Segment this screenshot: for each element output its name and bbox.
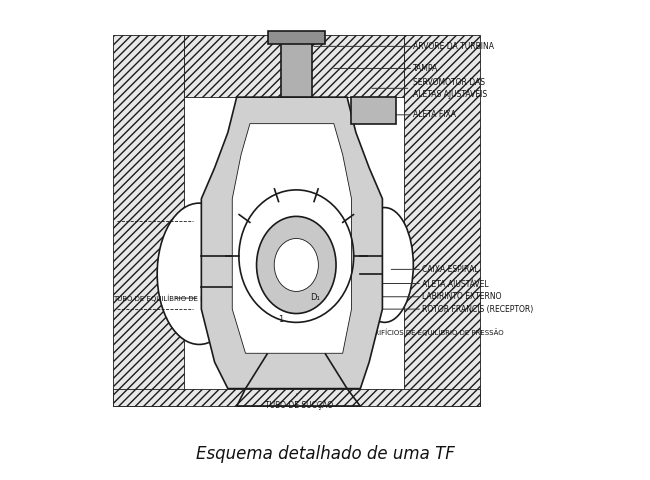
Text: 1: 1	[278, 315, 283, 324]
Text: LABIRINTO INTERNO: LABIRINTO INTERNO	[224, 294, 301, 347]
Polygon shape	[113, 36, 184, 406]
Ellipse shape	[257, 216, 336, 313]
Polygon shape	[202, 97, 382, 389]
Text: TUBO DE SUCÇÃO: TUBO DE SUCÇÃO	[265, 394, 333, 410]
Bar	[268, 31, 325, 44]
Polygon shape	[404, 36, 480, 406]
Ellipse shape	[274, 239, 318, 291]
Polygon shape	[184, 36, 404, 97]
Text: D₁: D₁	[310, 293, 320, 302]
Text: LABIRINTO EXTERNO: LABIRINTO EXTERNO	[367, 292, 502, 301]
Text: ALETA FIXA: ALETA FIXA	[378, 110, 456, 120]
Text: TAMPA: TAMPA	[334, 64, 439, 73]
Text: Esquema detalhado de uma TF: Esquema detalhado de uma TF	[196, 444, 454, 463]
Text: ALETA AJUSTÁVEL: ALETA AJUSTÁVEL	[378, 278, 489, 289]
Polygon shape	[232, 124, 352, 353]
Polygon shape	[113, 389, 480, 406]
Text: PÁ DO ROTOR: PÁ DO ROTOR	[224, 285, 281, 334]
Ellipse shape	[157, 203, 241, 345]
Text: TUBO DE EQUILÍBRIO DE PRESSÃO: TUBO DE EQUILÍBRIO DE PRESSÃO	[113, 294, 233, 302]
Text: ORIFÍCIOS DE EQUILÍBRIO DE PRESSÃO: ORIFÍCIOS DE EQUILÍBRIO DE PRESSÃO	[348, 322, 504, 336]
Text: CAIXA ESPIRAL: CAIXA ESPIRAL	[391, 265, 479, 274]
Bar	[352, 97, 396, 124]
Text: SERVOMOTOR DAS
ALETAS AJUSTÁVEIS: SERVOMOTOR DAS ALETAS AJUSTÁVEIS	[372, 78, 488, 99]
Ellipse shape	[356, 207, 413, 323]
Text: ROTOR FRANCIS (RECEPTOR): ROTOR FRANCIS (RECEPTOR)	[354, 305, 534, 313]
Bar	[281, 36, 312, 97]
Text: ÁRVORE DA TURBINA: ÁRVORE DA TURBINA	[314, 42, 494, 51]
